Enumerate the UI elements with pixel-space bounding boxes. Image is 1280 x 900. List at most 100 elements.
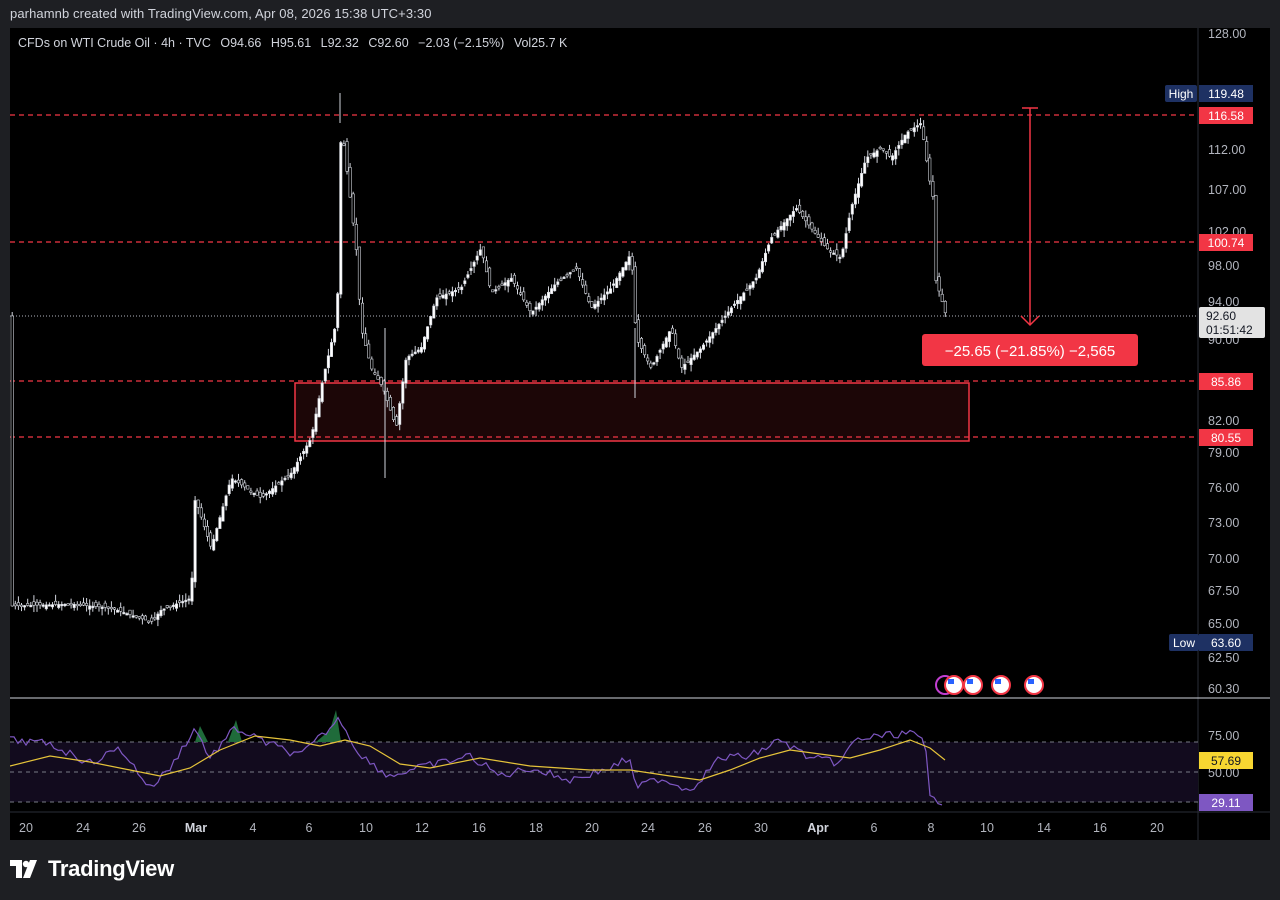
candle xyxy=(512,274,516,284)
candle xyxy=(453,289,457,293)
price-axis[interactable]: 128.00112.00107.00102.0098.0094.0090.008… xyxy=(1208,27,1246,696)
candle xyxy=(466,274,470,278)
header-legend: CFDs on WTI Crude Oil · 4h · TVC O94.66 … xyxy=(18,36,568,50)
candle xyxy=(302,450,306,455)
candle xyxy=(60,604,64,607)
us-flag-icon[interactable] xyxy=(991,675,1011,695)
candle xyxy=(286,475,290,478)
candle xyxy=(670,327,674,334)
candle xyxy=(475,255,479,261)
candle xyxy=(581,279,585,286)
candle xyxy=(695,351,699,358)
rsi-tick-75: 75.00 xyxy=(1208,729,1239,743)
candle xyxy=(649,362,653,368)
candle xyxy=(125,613,129,616)
candle xyxy=(193,500,197,583)
attribution-text: parhamnb created with TradingView.com, A… xyxy=(10,6,432,21)
candle xyxy=(450,291,454,297)
tradingview-logo[interactable]: TradingView xyxy=(10,856,174,882)
candle xyxy=(553,284,557,292)
economic-events[interactable] xyxy=(935,675,1044,695)
us-flag-icon[interactable] xyxy=(963,675,983,695)
candle xyxy=(934,195,938,281)
candle xyxy=(760,261,764,273)
candle xyxy=(147,620,151,623)
price-tick: 76.00 xyxy=(1208,481,1239,495)
candle xyxy=(546,291,550,299)
low-tag xyxy=(1169,634,1199,651)
price-tick: 128.00 xyxy=(1208,28,1246,41)
candle xyxy=(804,216,808,222)
candle xyxy=(763,252,767,263)
candle xyxy=(497,286,501,289)
high-tag xyxy=(1165,85,1197,102)
candle xyxy=(215,528,219,541)
candle xyxy=(72,603,76,608)
candle xyxy=(32,601,36,606)
rsi-value: 29.11 xyxy=(1211,796,1240,810)
candle xyxy=(515,285,519,290)
time-tick: 14 xyxy=(1037,821,1051,835)
candle xyxy=(13,603,17,607)
rsi-ma-line[interactable] xyxy=(9,735,946,781)
candle xyxy=(667,331,671,342)
candle xyxy=(289,472,293,479)
time-axis[interactable]: 20 24 26 Mar 4 6 10 12 16 18 20 24 26 30 Apr 6 8 10 14 16 20 xyxy=(19,821,1164,835)
candle xyxy=(323,368,327,382)
candle xyxy=(506,279,510,287)
candle xyxy=(336,293,340,328)
candle xyxy=(116,609,120,613)
candle xyxy=(931,181,935,197)
candle xyxy=(314,413,318,432)
rsi-line[interactable] xyxy=(9,716,943,806)
candle xyxy=(698,348,702,353)
price-tick: 67.50 xyxy=(1208,584,1239,598)
candle xyxy=(602,294,606,301)
candle xyxy=(317,398,321,418)
low-tag-label: Low xyxy=(1173,636,1195,650)
candle xyxy=(736,300,740,305)
level-value-80: 80.55 xyxy=(1211,431,1241,445)
candle xyxy=(717,323,721,330)
candle xyxy=(255,490,259,496)
us-flag-icon[interactable] xyxy=(1024,675,1044,695)
candle xyxy=(664,337,668,348)
rsi-overbought-fill xyxy=(195,710,341,742)
time-tick: 30 xyxy=(754,821,768,835)
candle xyxy=(484,260,488,273)
chart-frame[interactable]: CFDs on WTI Crude Oil · 4h · TVC O94.66 … xyxy=(9,27,1270,840)
candle xyxy=(856,183,860,198)
chart-svg[interactable]: CFDs on WTI Crude Oil · 4h · TVC O94.66 … xyxy=(9,27,1270,840)
candle xyxy=(897,145,901,149)
low-value: 63.60 xyxy=(1211,636,1241,650)
candle xyxy=(122,612,126,615)
candle xyxy=(457,287,461,290)
candle xyxy=(478,249,482,256)
time-tick: 20 xyxy=(1150,821,1164,835)
candle xyxy=(150,617,154,622)
candle xyxy=(227,484,231,495)
candle xyxy=(109,607,113,610)
ohlc-change: −2.03 (−2.15%) xyxy=(418,36,504,50)
measure-label-box[interactable] xyxy=(922,334,1138,366)
candle xyxy=(574,266,578,269)
candle xyxy=(881,148,885,151)
candle xyxy=(441,294,445,299)
candles-group[interactable] xyxy=(10,93,947,627)
us-flag-icon[interactable] xyxy=(944,675,964,695)
high-tag-label: High xyxy=(1169,87,1194,101)
measure-arrow-head xyxy=(1020,315,1040,327)
demand-zone[interactable] xyxy=(294,382,970,442)
level-tag-116 xyxy=(1199,107,1253,124)
candle xyxy=(723,315,727,318)
candle xyxy=(388,397,392,411)
candle xyxy=(624,261,628,271)
candle xyxy=(584,284,588,294)
level-value-85: 85.86 xyxy=(1211,375,1241,389)
candle xyxy=(351,193,355,224)
price-tick: 107.00 xyxy=(1208,183,1246,197)
candle xyxy=(342,143,346,146)
candle xyxy=(937,276,941,292)
candle xyxy=(41,604,45,607)
tradingview-logo-icon xyxy=(10,860,37,878)
